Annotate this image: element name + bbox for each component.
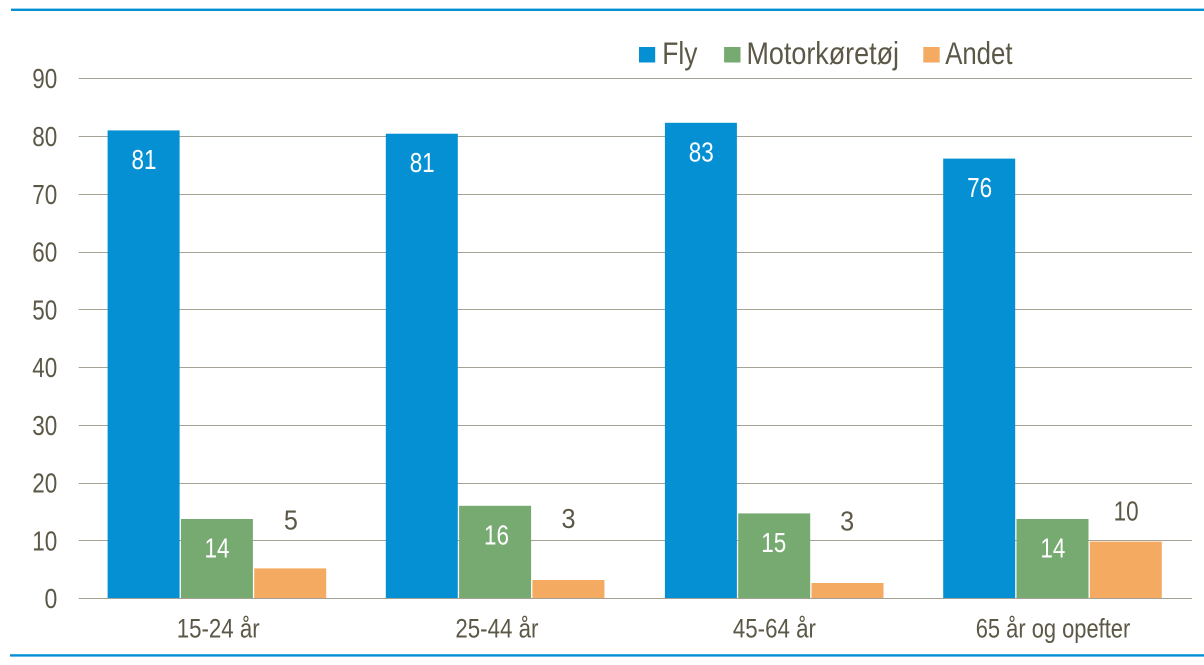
svg-text:16: 16	[484, 519, 509, 550]
svg-text:70: 70	[32, 179, 57, 210]
svg-text:14: 14	[205, 533, 230, 564]
svg-text:Motorkøretøj: Motorkøretøj	[747, 35, 900, 71]
svg-text:15: 15	[761, 527, 786, 558]
svg-text:50: 50	[32, 294, 57, 325]
svg-text:45-64 år: 45-64 år	[733, 614, 816, 644]
svg-text:Fly: Fly	[662, 35, 697, 71]
svg-text:0: 0	[45, 583, 58, 614]
svg-text:25-44 år: 25-44 år	[455, 614, 538, 644]
svg-text:40: 40	[32, 352, 57, 383]
svg-text:60: 60	[32, 237, 57, 268]
svg-text:30: 30	[32, 410, 57, 441]
svg-text:65 år og opefter: 65 år og opefter	[976, 614, 1131, 644]
svg-text:10: 10	[32, 526, 57, 557]
svg-text:15-24 år: 15-24 år	[177, 614, 260, 644]
svg-text:3: 3	[840, 506, 854, 537]
svg-text:20: 20	[32, 468, 57, 499]
svg-text:90: 90	[32, 63, 57, 94]
svg-text:83: 83	[689, 136, 714, 167]
svg-text:81: 81	[132, 144, 157, 175]
svg-text:3: 3	[562, 503, 576, 534]
svg-text:10: 10	[1114, 496, 1139, 527]
svg-text:76: 76	[967, 172, 992, 203]
svg-text:81: 81	[410, 147, 435, 178]
svg-text:14: 14	[1040, 533, 1065, 564]
svg-text:Andet: Andet	[945, 35, 1012, 71]
svg-text:80: 80	[32, 121, 57, 152]
svg-text:5: 5	[284, 505, 298, 536]
